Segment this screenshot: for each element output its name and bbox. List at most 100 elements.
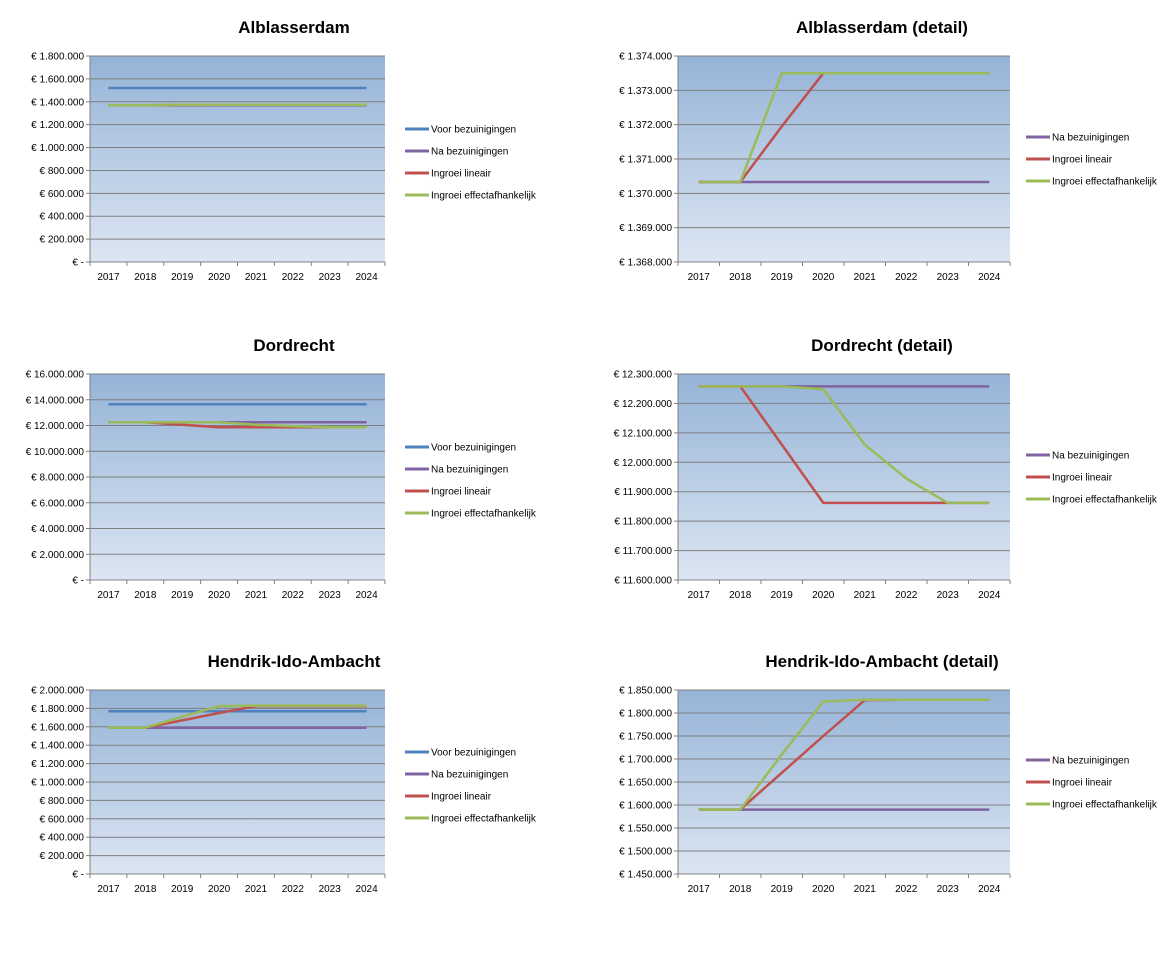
legend-label: Na bezuinigingen [431,770,508,781]
y-tick-label: € 200.000 [40,851,85,862]
x-tick-label: 2018 [134,590,157,601]
chart-alblasserdam: Alblasserdam € 1.800.000€ 1.600.000€ 1.4… [0,18,588,324]
x-tick-label: 2024 [978,884,1001,895]
x-tick-label: 2022 [895,884,918,895]
x-tick-label: 2021 [245,272,268,283]
y-tick-label: € 1.800.000 [31,704,84,715]
x-tick-label: 2022 [282,884,305,895]
legend-label: Na bezuinigingen [1052,133,1129,144]
x-tick-label: 2022 [895,272,918,283]
y-tick-label: € 1.400.000 [31,97,84,108]
legend-label: Ingroei effectafhankelijk [431,191,537,202]
x-tick-label: 2022 [282,590,305,601]
x-tick-label: 2023 [937,590,960,601]
y-tick-label: € 1.800.000 [619,709,672,720]
y-tick-label: € 1.368.000 [619,258,672,269]
legend-label: Ingroei lineair [431,487,492,498]
x-tick-label: 2022 [895,590,918,601]
x-tick-label: 2019 [771,272,794,283]
x-tick-label: 2024 [978,590,1001,601]
y-tick-label: € 1.371.000 [619,155,672,166]
y-tick-label: € 2.000.000 [31,686,84,697]
x-tick-label: 2017 [688,272,711,283]
legend-label: Voor bezuinigingen [431,443,516,454]
x-tick-label: 2019 [171,272,194,283]
y-tick-label: € 200.000 [40,235,85,246]
legend-label: Na bezuinigingen [1052,451,1129,462]
plot-area [678,374,1010,580]
legend-label: Ingroei effectafhankelijk [431,814,537,825]
chart-hendrik-ido-ambacht-detail: Hendrik-Ido-Ambacht (detail) € 1.850.000… [588,652,1176,958]
y-tick-label: € 12.100.000 [614,428,673,439]
legend-label: Voor bezuinigingen [431,125,516,136]
y-tick-label: € 14.000.000 [26,395,85,406]
x-tick-label: 2024 [978,272,1001,283]
legend-label: Ingroei effectafhankelijk [1052,177,1158,188]
y-tick-label: € 1.750.000 [619,732,672,743]
line-chart: € 12.300.000 € 12.200.000 € 12.100.000 € 12… [588,336,1176,626]
y-tick-label: € 11.600.000 [614,576,672,587]
line-chart: € 2.000.000€ 1.800.000€ 1.600.000€ 1.400… [0,652,588,920]
y-tick-label: € 11.900.000 [614,487,672,498]
x-tick-label: 2018 [729,884,752,895]
y-tick-label: € 12.200.000 [614,399,673,410]
x-tick-label: 2018 [729,590,752,601]
chart-hendrik-ido-ambacht: Hendrik-Ido-Ambacht € 2.000.000€ 1.800.0… [0,652,588,958]
x-tick-label: 2018 [134,884,157,895]
x-tick-label: 2017 [97,884,120,895]
x-tick-label: 2020 [208,590,231,601]
x-tick-label: 2021 [245,590,268,601]
y-tick-label: € 1.374.000 [619,52,672,63]
x-tick-label: 2019 [171,884,194,895]
x-tick-label: 2018 [729,272,752,283]
y-tick-label: € 12.000.000 [614,458,673,469]
legend-label: Na bezuinigingen [1052,756,1129,767]
x-tick-label: 2024 [355,590,378,601]
y-tick-label: € 1.370.000 [619,189,672,200]
x-tick-label: 2017 [688,590,711,601]
y-tick-label: € 6.000.000 [31,498,84,509]
line-chart: € 16.000.000€ 14.000.000€ 12.000.000€ 10… [0,336,588,626]
x-tick-label: 2023 [319,590,342,601]
legend-label: Ingroei lineair [431,169,492,180]
y-tick-label: € 1.373.000 [619,86,672,97]
legend-label: Ingroei lineair [1052,473,1113,484]
chart-dordrecht-detail: Dordrecht (detail) € 12.300.000€ 12.200.… [588,336,1176,642]
legend-label: Ingroei effectafhankelijk [1052,800,1158,811]
y-tick-label: € 800.000 [40,166,85,177]
y-tick-label: € - [72,258,84,269]
y-tick-label: € - [72,576,84,587]
y-tick-label: € 800.000 [40,796,85,807]
x-tick-label: 2024 [355,884,378,895]
y-tick-label: € 1.850.000 [619,686,672,697]
chart-alblasserdam-detail: Alblasserdam (detail) € 1.374.000€ 1.373… [588,18,1176,324]
x-tick-label: 2017 [97,590,120,601]
x-tick-label: 2020 [812,590,835,601]
x-tick-label: 2023 [319,272,342,283]
legend-label: Ingroei effectafhankelijk [1052,495,1158,506]
y-tick-label: € 1.372.000 [619,120,672,131]
line-chart: € 1.374.000 € 1.373.000 € 1.372.000 € 1.371… [588,18,1176,308]
x-tick-label: 2021 [245,884,268,895]
legend-label: Ingroei lineair [1052,778,1113,789]
y-tick-label: € 1.700.000 [619,755,672,766]
x-tick-label: 2020 [208,884,231,895]
y-tick-label: € 1.600.000 [31,722,84,733]
chart-dordrecht: Dordrecht € 16.000.000€ 14.000.000€ 12.0… [0,336,588,642]
x-tick-label: 2017 [688,884,711,895]
x-tick-label: 2019 [171,590,194,601]
legend-label: Ingroei lineair [431,792,492,803]
y-tick-label: € 1.800.000 [31,52,84,63]
legend-label: Ingroei effectafhankelijk [431,509,537,520]
y-tick-label: € 12.300.000 [614,370,673,381]
y-tick-label: € 11.800.000 [614,517,672,528]
x-tick-label: 2024 [355,272,378,283]
y-tick-label: € 1.600.000 [619,801,672,812]
x-tick-label: 2019 [771,590,794,601]
legend-label: Voor bezuinigingen [431,748,516,759]
y-tick-label: € 1.650.000 [619,778,672,789]
y-tick-label: € 4.000.000 [31,524,84,535]
y-tick-label: € 11.700.000 [614,546,672,557]
x-tick-label: 2020 [812,272,835,283]
y-tick-label: € 10.000.000 [26,447,85,458]
